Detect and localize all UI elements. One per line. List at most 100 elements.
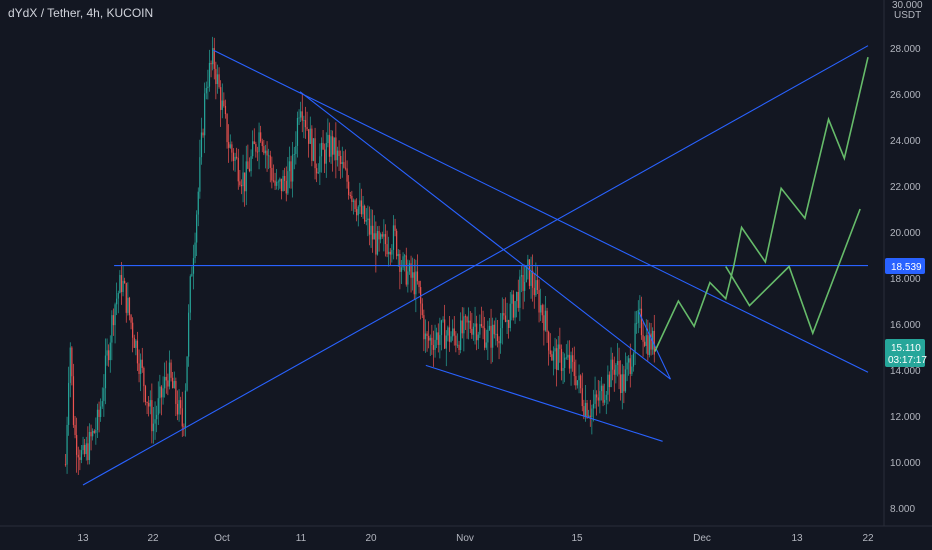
candle-body (416, 271, 419, 282)
candle-body (368, 218, 371, 235)
projection-layer[interactable] (654, 57, 869, 352)
candle-body (260, 132, 262, 142)
candle-body (79, 457, 81, 460)
candle-body (276, 181, 278, 186)
price-tick-label: 18.000 (890, 274, 921, 285)
candle-body (111, 315, 113, 343)
candle-body (348, 181, 350, 196)
candle-body (100, 406, 102, 417)
candle-body (370, 225, 372, 235)
trendline[interactable] (425, 364, 663, 442)
last-price-tag[interactable]: 15.110 03:17:17 (885, 339, 927, 367)
candle-body (484, 328, 486, 348)
candle-body (472, 326, 475, 335)
candle-body (245, 161, 247, 192)
candle-body (557, 344, 559, 370)
candle-body (580, 375, 582, 389)
candle-body (117, 293, 119, 299)
projection-path[interactable] (725, 208, 861, 336)
candle-body (610, 359, 612, 388)
candle-body (154, 419, 156, 424)
candle-body (218, 74, 220, 88)
candle-body (474, 323, 476, 327)
projection-path[interactable] (654, 57, 869, 352)
candle-body (287, 171, 289, 194)
candle-body (535, 280, 537, 296)
currency-top-tick: 30.000 (892, 0, 923, 11)
candle-body (546, 310, 548, 332)
candle-body (564, 357, 566, 369)
candle-body (165, 376, 167, 381)
candle-body (645, 335, 647, 346)
candle-body (429, 337, 431, 341)
candle-body (420, 287, 422, 304)
candle-body (608, 374, 611, 388)
candle-body (636, 322, 638, 324)
candle-body (503, 313, 505, 316)
trendline[interactable] (638, 312, 671, 380)
candle-body (453, 328, 455, 336)
time-tick-label: Nov (456, 533, 474, 544)
time-tick-label: 13 (77, 533, 89, 544)
candle-body (64, 464, 67, 466)
candle-body (589, 415, 591, 418)
candle-body (552, 351, 555, 361)
candle-body (389, 251, 391, 255)
candle-body (541, 305, 543, 316)
candle-body (82, 445, 84, 451)
candle-body (426, 333, 428, 336)
candle-body (402, 256, 404, 268)
price-tick-label: 14.000 (890, 366, 921, 377)
price-tick-label: 28.000 (890, 44, 921, 55)
trendline[interactable] (299, 91, 671, 380)
candle-body (364, 205, 366, 222)
time-tick-label: Oct (214, 533, 230, 544)
time-axis[interactable]: 13 22 Oct 11 20 Nov 15 Dec 13 22 (77, 533, 874, 544)
candle-body (77, 454, 79, 458)
candle-body (72, 376, 75, 425)
candle-body (180, 400, 182, 409)
candle-body (176, 403, 179, 415)
candle-body (352, 200, 355, 202)
candle-body (466, 316, 468, 323)
candle-body (224, 105, 227, 115)
candle-body (498, 341, 500, 344)
time-tick-label: 22 (862, 533, 874, 544)
candle-body (604, 399, 606, 403)
candle-body (183, 426, 185, 428)
candle-body (506, 319, 508, 322)
candle-body (423, 315, 425, 340)
trendline[interactable] (213, 49, 869, 373)
candle-body (255, 143, 257, 152)
candle-body (445, 335, 447, 349)
candle-body (280, 178, 283, 192)
candle-body (316, 168, 318, 174)
candle-body (629, 358, 631, 374)
last-price-value: 15.110 (891, 343, 921, 354)
candle-body (644, 341, 646, 346)
candle-body (71, 347, 73, 377)
time-tick-label: Dec (693, 533, 711, 544)
candle-body (159, 386, 161, 399)
candle-body (356, 209, 358, 216)
candle-body (244, 172, 246, 192)
candle-body (253, 141, 255, 144)
candle-body (256, 151, 259, 153)
candle-body (351, 195, 353, 202)
candle-body (151, 400, 153, 432)
candle-body (252, 141, 254, 157)
candle-body (496, 333, 499, 342)
candle-body (236, 156, 238, 158)
candle-body (298, 117, 300, 119)
candle-body (583, 406, 585, 417)
candle-body (156, 414, 158, 420)
candle-body (223, 100, 225, 106)
candle-body (512, 294, 515, 318)
candle-body (554, 348, 556, 352)
candle-body (178, 400, 180, 415)
price-axis[interactable]: 8.000 10.000 12.000 14.000 16.000 18.000 20.00… (890, 44, 921, 515)
candle-body (210, 62, 212, 65)
level-tag[interactable]: 18.539 (885, 258, 925, 274)
trendlines-layer[interactable] (82, 45, 869, 486)
